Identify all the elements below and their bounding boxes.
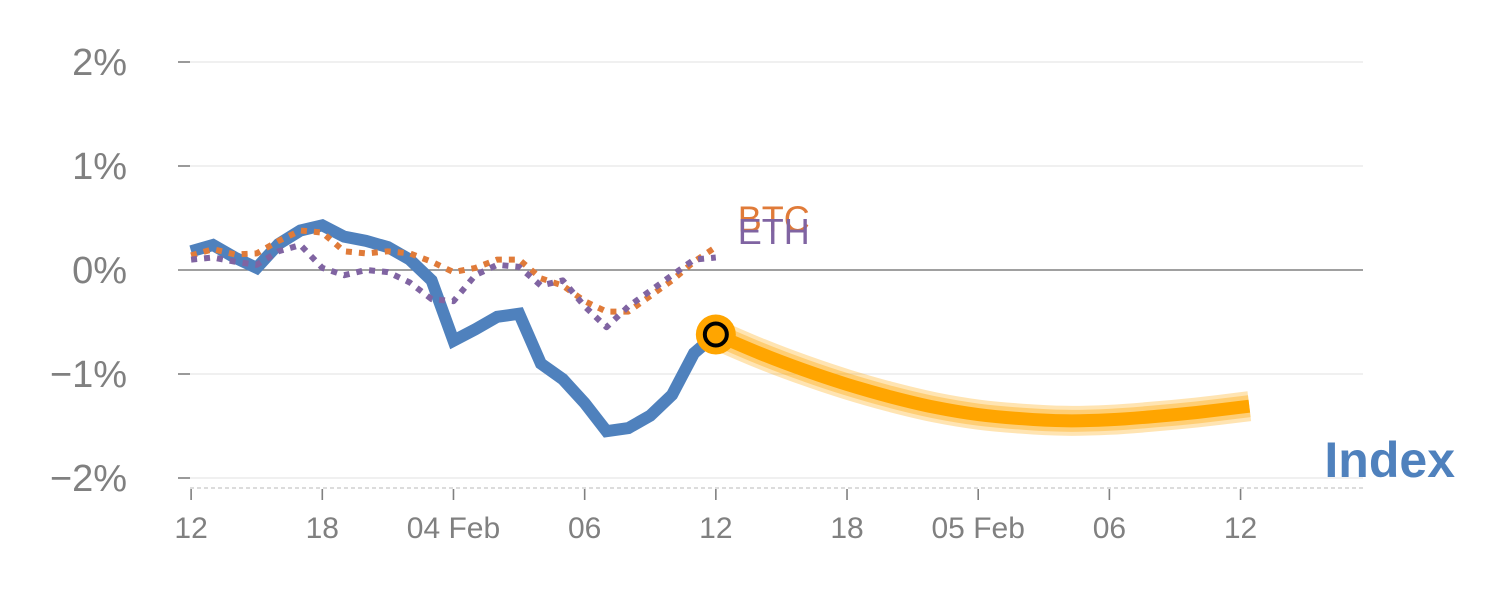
y-tick-label-1: −1%	[50, 354, 127, 396]
y-tick-label-1: 1%	[72, 146, 127, 188]
x-tick-label-04-feb: 04 Feb	[407, 512, 500, 545]
y-tick-label-2: −2%	[50, 458, 127, 500]
x-tick-label-18: 18	[306, 512, 339, 545]
series-lines	[189, 218, 720, 438]
series-forecast-line	[713, 328, 1251, 428]
btc-label: BTC	[738, 199, 810, 240]
axes: 2% 1% 0% −1% −2% 12 18 04 Feb 06 12 18 05 Feb 06 12	[50, 42, 1363, 545]
x-tick-label-05-feb: 05 Feb	[931, 512, 1024, 545]
series-forecast-band-mid	[711, 324, 1251, 432]
eth-label: ETH	[738, 211, 810, 252]
y-tick-label-2: 2%	[72, 42, 127, 84]
series-eth-line	[190, 242, 717, 331]
series-btc-line	[190, 227, 718, 315]
x-tick-label-18: 18	[830, 512, 863, 545]
y-tick-label-0: 0%	[72, 250, 127, 292]
x-tick-label-12: 12	[1224, 512, 1257, 545]
x-tick-label-06: 06	[1093, 512, 1126, 545]
series-index-line	[189, 218, 720, 438]
index-label: Index	[1324, 432, 1455, 488]
x-tick-label-06: 06	[568, 512, 601, 545]
x-tick-label-12: 12	[699, 512, 732, 545]
current-point-marker	[702, 321, 729, 348]
forecast-layer	[709, 320, 1252, 436]
grid	[178, 61, 1363, 479]
x-tick-label-12: 12	[174, 512, 207, 545]
